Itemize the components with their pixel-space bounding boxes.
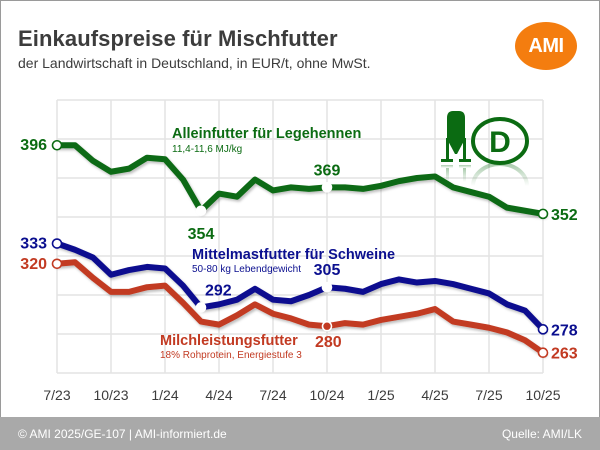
data-label: 369 bbox=[314, 162, 341, 179]
data-point-marker bbox=[51, 258, 63, 270]
silo-icon bbox=[441, 111, 471, 162]
data-label: 278 bbox=[551, 322, 578, 339]
data-label: 320 bbox=[20, 256, 47, 273]
x-tick-label: 10/25 bbox=[525, 387, 560, 403]
data-label: 305 bbox=[314, 262, 341, 279]
x-tick-label: 7/23 bbox=[43, 387, 70, 403]
x-tick-label: 10/23 bbox=[93, 387, 128, 403]
series-group bbox=[51, 139, 549, 359]
x-tick-label: 4/25 bbox=[421, 387, 448, 403]
data-point-marker bbox=[195, 302, 207, 313]
labels-group: 396 354 369 352 Alleinfutter für Legehennen 1… bbox=[20, 126, 578, 363]
x-tick-label: 1/25 bbox=[367, 387, 394, 403]
footer-source: Quelle: AMI/LK bbox=[501, 427, 582, 441]
footer-copyright: © AMI 2025/GE-107 | AMI-informiert.de bbox=[18, 427, 227, 441]
series-note-label: 18% Rohprotein, Energiestufe 3 bbox=[160, 350, 302, 361]
data-point-marker bbox=[537, 324, 549, 335]
data-point-marker bbox=[195, 205, 207, 217]
data-point-marker bbox=[537, 347, 549, 359]
series-note-label: 50-80 kg Lebendgewicht bbox=[192, 264, 301, 275]
footer-bar: © AMI 2025/GE-107 | AMI-informiert.de Qu… bbox=[0, 417, 600, 450]
data-label: 354 bbox=[188, 226, 215, 243]
series-name-label: Alleinfutter für Legehennen bbox=[172, 126, 361, 142]
series-line-alleinfutter-fuer-legehennen bbox=[54, 142, 546, 217]
ami-logo: AMI bbox=[515, 22, 577, 70]
x-tick-label: 4/24 bbox=[205, 387, 232, 403]
data-label: 280 bbox=[315, 334, 342, 351]
x-tick-label: 7/25 bbox=[475, 387, 502, 403]
series-line-mittelmastfutter-fuer-schweine bbox=[54, 240, 546, 333]
data-label: 396 bbox=[20, 137, 47, 154]
decoration: D bbox=[441, 111, 529, 187]
x-tick-label: 7/24 bbox=[259, 387, 286, 403]
series-name-label: Milchleistungsfutter bbox=[160, 333, 298, 349]
data-point-marker bbox=[51, 139, 63, 151]
silo-reflection bbox=[441, 165, 471, 182]
data-label: 333 bbox=[20, 236, 47, 253]
series-note-label: 11,4-11,6 MJ/kg bbox=[172, 144, 242, 155]
x-axis: 7/23 10/23 1/24 4/24 7/24 10/24 1/25 4/25 7/25 10… bbox=[43, 387, 560, 403]
chart-subtitle: der Landwirtschaft in Deutschland, in EU… bbox=[18, 55, 371, 71]
x-tick-label: 1/24 bbox=[151, 387, 178, 403]
data-point-marker bbox=[537, 208, 549, 220]
germany-d-badge-icon: D bbox=[471, 117, 529, 187]
data-point-marker bbox=[321, 320, 333, 332]
data-point-marker bbox=[51, 238, 63, 249]
data-label: 292 bbox=[205, 282, 232, 299]
data-point-marker bbox=[321, 182, 333, 193]
series-line-milchleistungsfutter bbox=[54, 259, 546, 356]
data-label: 263 bbox=[551, 346, 578, 363]
data-point-marker bbox=[321, 281, 333, 293]
data-label: 352 bbox=[551, 207, 578, 224]
chart-title: Einkaufspreise für Mischfutter bbox=[18, 26, 338, 51]
svg-text:D: D bbox=[489, 126, 511, 159]
x-tick-label: 10/24 bbox=[309, 387, 344, 403]
series-name-label: Mittelmastfutter für Schweine bbox=[192, 247, 395, 263]
